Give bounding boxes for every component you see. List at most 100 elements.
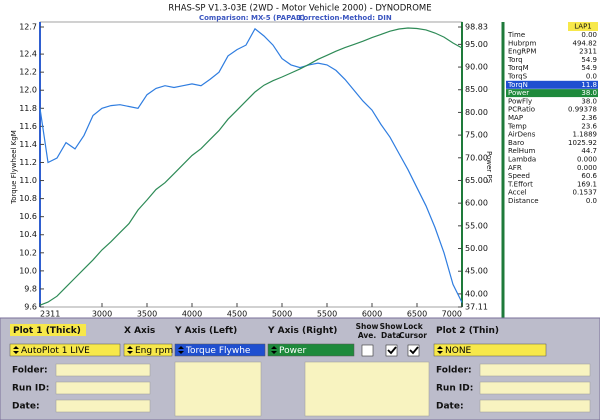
x-tick-label: 6000 bbox=[362, 310, 382, 319]
x-tick-label: 4500 bbox=[227, 310, 247, 319]
checkbox-label: Data bbox=[381, 331, 401, 340]
notes-box[interactable] bbox=[304, 361, 430, 417]
checkbox-label: Lock bbox=[403, 322, 423, 331]
field-box[interactable] bbox=[479, 381, 591, 395]
readout-label: TorqS bbox=[507, 73, 528, 81]
y2-tick-label: 65.00 bbox=[465, 176, 488, 185]
y-tick-label: 11.0 bbox=[19, 176, 37, 185]
readout-label: AFR bbox=[508, 164, 522, 172]
correction: Correction-Method: DIN bbox=[298, 14, 392, 22]
readout-value: 11.8 bbox=[581, 81, 597, 89]
y-tick-label: 10.8 bbox=[19, 194, 37, 203]
y2-axis-label: Power PS bbox=[485, 151, 493, 184]
y2-tick-label: 50.00 bbox=[465, 244, 488, 253]
readout-value: 0.99378 bbox=[568, 106, 597, 114]
readout-value: 23.6 bbox=[581, 122, 597, 130]
readout-value: 169.1 bbox=[577, 180, 597, 188]
y-tick-label: 10.4 bbox=[19, 230, 37, 239]
dropdown[interactable] bbox=[123, 343, 173, 357]
checkbox-label: Cursor bbox=[399, 331, 427, 340]
readout-value: 0.1537 bbox=[573, 189, 598, 197]
y-tick-label: 10.0 bbox=[19, 266, 37, 275]
checkmark bbox=[387, 346, 397, 355]
readout-highlight bbox=[506, 80, 598, 89]
field-box[interactable] bbox=[55, 381, 151, 395]
y2-tick-label: 75.00 bbox=[465, 131, 488, 140]
readout-value: 60.6 bbox=[581, 172, 597, 180]
y-tick-label: 9.6 bbox=[24, 303, 37, 312]
readout-label: MAP bbox=[508, 114, 523, 122]
readout-value: 2.36 bbox=[581, 114, 597, 122]
dropdown[interactable] bbox=[174, 343, 266, 357]
y2-tick-label: 95.00 bbox=[465, 40, 488, 49]
checkmark bbox=[409, 346, 419, 355]
readout-highlight bbox=[506, 89, 598, 98]
readout-label: EngRPM bbox=[508, 48, 536, 56]
x-tick-label: 4000 bbox=[182, 310, 202, 319]
dropdown[interactable] bbox=[433, 343, 547, 357]
readout-label: TorqM bbox=[507, 64, 529, 72]
readout-label: PCRatio bbox=[508, 106, 535, 114]
dropdown-arrows bbox=[437, 346, 443, 354]
y2-tick-label: 55.00 bbox=[465, 221, 488, 230]
readout-value: 494.82 bbox=[573, 39, 598, 47]
readout-label: Speed bbox=[508, 172, 530, 180]
readout-value: 1025.92 bbox=[568, 139, 597, 147]
field-label: Date: bbox=[12, 402, 40, 412]
field-box[interactable] bbox=[55, 399, 151, 413]
readout-label: RelHum bbox=[508, 147, 536, 155]
dropdown-arrows bbox=[127, 346, 133, 354]
comparison: Comparison: MX-5 (PAPAD) bbox=[199, 14, 305, 22]
field-box[interactable] bbox=[479, 399, 591, 413]
readout-label: Hubrpm bbox=[508, 39, 536, 47]
dropdown-value: Eng rpm bbox=[135, 346, 173, 356]
readout-value: 38.0 bbox=[581, 89, 597, 97]
y2-tick-label: 45.00 bbox=[465, 267, 488, 276]
x-tick-label: 3500 bbox=[137, 310, 157, 319]
field-box[interactable] bbox=[55, 363, 151, 377]
y-tick-label: 10.2 bbox=[19, 248, 37, 257]
y-axis-label: Torque Flywheel KgM bbox=[10, 130, 18, 205]
y2-tick-label: 70.00 bbox=[465, 153, 488, 162]
y2-tick-label: 85.00 bbox=[465, 85, 488, 94]
series-line bbox=[39, 27, 463, 303]
dropdown-value: AutoPlot 1 LIVE bbox=[21, 346, 90, 356]
readout-label: TorqN bbox=[507, 81, 528, 89]
readout-label: T.Effort bbox=[507, 180, 533, 188]
x-tick-label: 7000 bbox=[442, 310, 462, 319]
field-label: Folder: bbox=[436, 366, 472, 376]
dropdown[interactable] bbox=[9, 343, 121, 357]
readout-value: 44.7 bbox=[581, 147, 597, 155]
checkbox[interactable] bbox=[407, 344, 420, 357]
x-tick-label: 2311 bbox=[40, 310, 60, 319]
checkbox[interactable] bbox=[361, 344, 374, 357]
readout-label: Distance bbox=[508, 197, 539, 205]
readout-value: 0.000 bbox=[577, 164, 597, 172]
field-label: Date: bbox=[436, 402, 464, 412]
readout-value: 54.9 bbox=[581, 64, 597, 72]
dropdown-value: NONE bbox=[445, 346, 472, 356]
dropdown-arrows bbox=[178, 346, 184, 354]
y2-tick-label: 80.00 bbox=[465, 108, 488, 117]
readout-value: 54.9 bbox=[581, 56, 597, 64]
dropdown-arrows bbox=[13, 346, 19, 354]
y-tick-label: 11.8 bbox=[19, 104, 37, 113]
notes-box[interactable] bbox=[174, 361, 262, 417]
x-axis-title: X Axis bbox=[124, 326, 155, 336]
readout-label: Accel bbox=[508, 189, 527, 197]
lap-label: LAP1 bbox=[574, 23, 592, 31]
title: RHAS-SP V1.3-03E (2WD - Motor Vehicle 20… bbox=[168, 4, 431, 14]
y-tick-label: 11.6 bbox=[19, 122, 37, 131]
readout-value: 0.0 bbox=[586, 73, 597, 81]
x-tick-label: 6500 bbox=[407, 310, 427, 319]
readout-label: Torq bbox=[507, 56, 523, 64]
plot1-title: Plot 1 (Thick) bbox=[13, 326, 81, 336]
readout-value: 1.1889 bbox=[573, 131, 598, 139]
checkbox[interactable] bbox=[385, 344, 398, 357]
dropdown[interactable] bbox=[267, 343, 355, 357]
y-tick-label: 11.2 bbox=[19, 158, 37, 167]
x-tick-label: 5500 bbox=[317, 310, 337, 319]
field-box[interactable] bbox=[479, 363, 591, 377]
series-line bbox=[39, 27, 463, 306]
